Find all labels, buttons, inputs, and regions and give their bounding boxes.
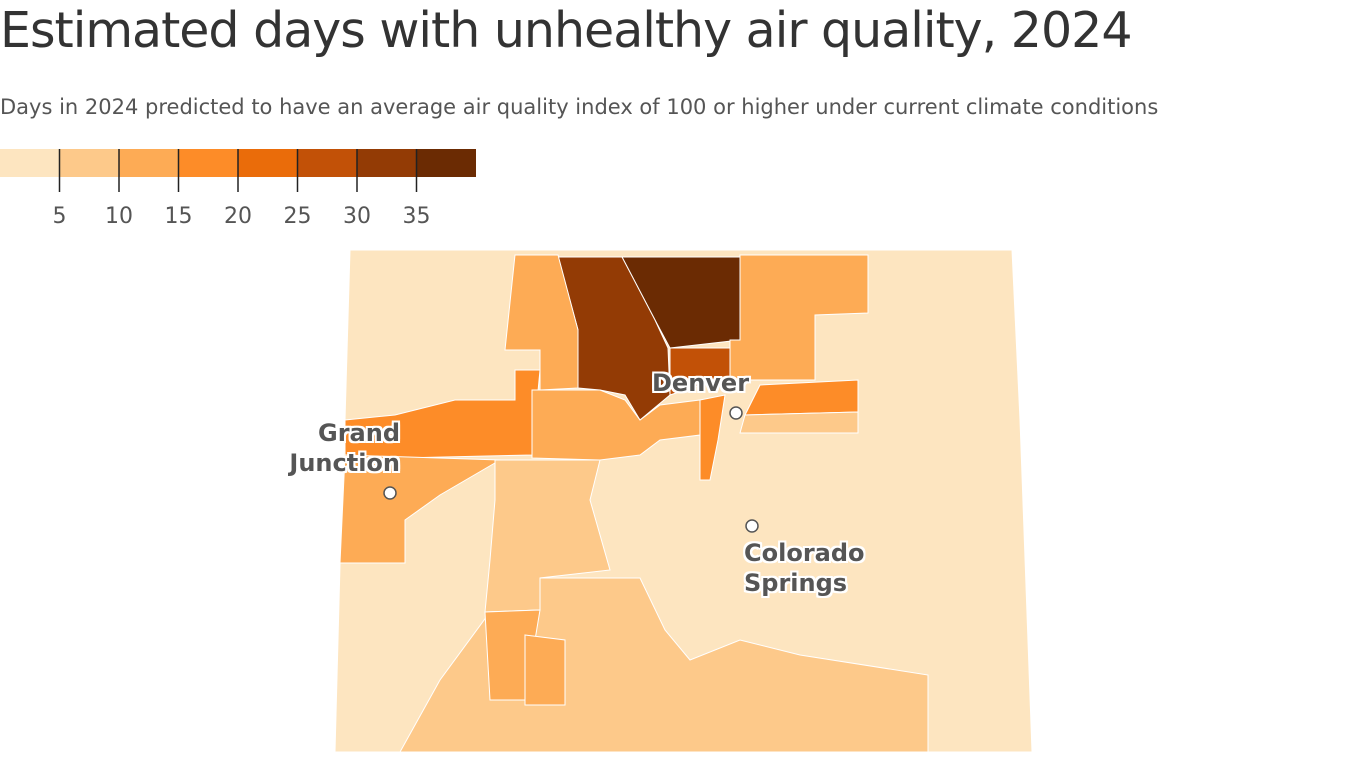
tick-label: 5: [53, 204, 67, 229]
legend-swatch: [119, 149, 179, 177]
city-label: Denver: [652, 369, 750, 397]
tick-label: 30: [343, 204, 371, 229]
tick-label: 10: [105, 204, 133, 229]
county: [739, 411, 859, 434]
city-dot: [729, 406, 743, 420]
colorado-map: [334, 249, 1033, 753]
tick-label: 25: [284, 204, 312, 229]
legend: 5 10 15 20 25 30 35: [0, 149, 476, 229]
tick-label: 35: [403, 204, 431, 229]
legend-swatch: [178, 149, 238, 177]
subtitle: Days in 2024 predicted to have an averag…: [0, 95, 1159, 119]
legend-swatch: [297, 149, 357, 177]
county: [744, 379, 859, 416]
county: [669, 347, 731, 396]
county: [504, 254, 579, 391]
legend-swatch: [357, 149, 417, 177]
city-dot: [383, 486, 397, 500]
tick-label: 15: [165, 204, 193, 229]
city-dot: [745, 519, 759, 533]
title: Estimated days with unhealthy air qualit…: [0, 2, 1133, 59]
county: [729, 254, 869, 381]
legend-swatch: [0, 149, 60, 177]
county: [699, 394, 726, 481]
tick-label: 20: [224, 204, 252, 229]
city-label: Colorado Springs: [744, 539, 865, 597]
legend-swatch: [59, 149, 119, 177]
city-label: Grand Junction: [289, 419, 400, 477]
legend-swatch: [238, 149, 298, 177]
legend-swatch: [416, 149, 476, 177]
county: [524, 634, 566, 706]
